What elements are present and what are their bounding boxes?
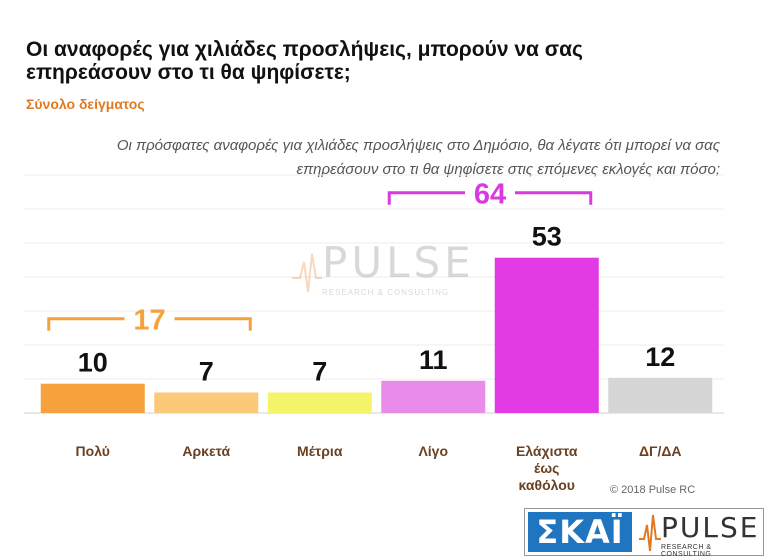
skai-logo: ΣΚΑΪ <box>528 512 632 552</box>
group-bracket-right-2 <box>515 191 593 205</box>
category-label-5: καθόλου <box>519 477 575 493</box>
bar-2 <box>154 392 259 413</box>
group-total-1: 17 <box>133 305 165 337</box>
category-label-6: ΔΓ/ΔΑ <box>639 443 682 459</box>
category-label-5: έως <box>534 460 559 476</box>
group-total-2: 64 <box>474 179 506 211</box>
category-label-2: Αρκετά <box>182 443 230 459</box>
value-label-6: 12 <box>645 342 675 372</box>
group-bracket-right-1 <box>174 317 252 331</box>
pulse-wave-icon <box>292 253 322 293</box>
category-label-4: Λίγο <box>418 443 448 459</box>
value-label-3: 7 <box>312 356 327 386</box>
bar-1 <box>40 383 145 413</box>
bar-5 <box>494 257 599 413</box>
logo-strip: ΣΚΑΪ PULSE RESEARCH & CONSULTING <box>524 508 764 558</box>
category-label-3: Μέτρια <box>297 443 343 459</box>
pulse-logo-sub: RESEARCH & CONSULTING <box>661 544 712 558</box>
value-label-5: 53 <box>532 222 562 252</box>
watermark-sub: RESEARCH & CONSULTING <box>322 288 450 297</box>
chart-title: Οι αναφορές για χιλιάδες προσλήψεις, μπο… <box>26 38 583 84</box>
value-label-4: 11 <box>419 345 448 375</box>
pulse-logo-word: PULSE <box>661 511 760 544</box>
group-bracket-left-2 <box>387 191 465 205</box>
watermark-word: PULSE <box>322 238 475 287</box>
category-label-1: Πολύ <box>76 443 110 459</box>
bar-6 <box>608 377 713 413</box>
pulse-logo-wave-icon <box>639 514 661 552</box>
pulse-watermark: PULSE RESEARCH & CONSULTING <box>292 238 472 300</box>
copyright: © 2018 Pulse RC <box>610 484 696 496</box>
value-label-1: 10 <box>78 348 108 378</box>
category-label-5: Ελάχιστα <box>516 443 578 459</box>
chart-subtitle: Σύνολο δείγματος <box>26 96 145 112</box>
bar-3 <box>267 392 372 413</box>
survey-question: Οι πρόσφατες αναφορές για χιλιάδες προσλ… <box>116 137 720 178</box>
pulse-logo: PULSE RESEARCH & CONSULTING <box>639 511 761 558</box>
bar-4 <box>381 380 486 413</box>
group-bracket-left-1 <box>47 317 125 331</box>
value-label-2: 7 <box>199 356 214 386</box>
